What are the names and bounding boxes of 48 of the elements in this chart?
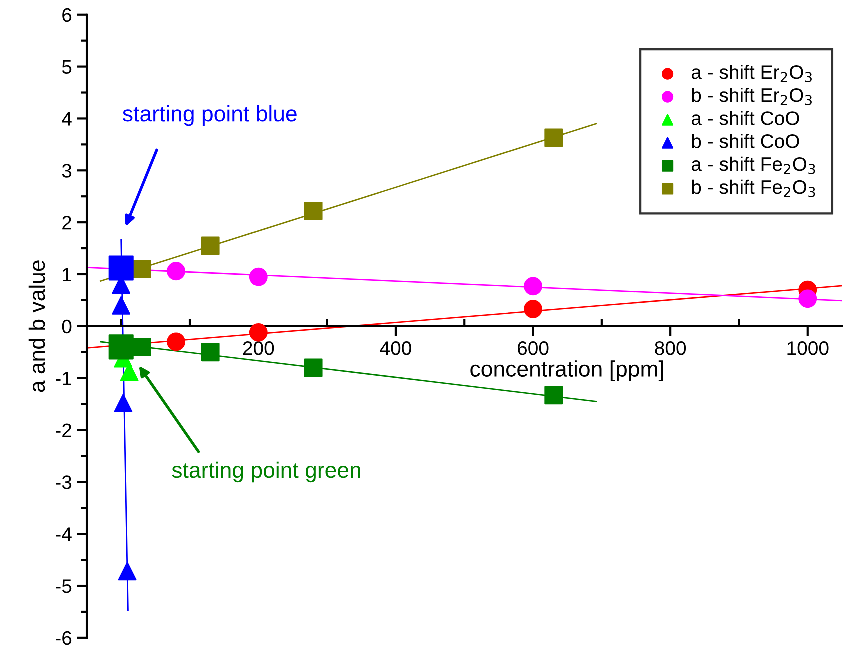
y-tick-label: 2 [62,216,72,230]
point [114,394,133,412]
point [798,290,818,308]
annotation: starting point green [172,462,360,483]
point [201,236,220,256]
x-tick-label: 600 [518,342,549,356]
legend-label: b - shift CoO [692,134,800,148]
y-tick-label: 4 [62,112,72,126]
y-tick-label: -6 [56,631,72,646]
legend-label: b - shift Fe$_{2}$O$_{3}$ [692,180,816,198]
y-tick-label: -3 [56,476,72,490]
point [118,562,137,581]
point [544,386,564,405]
legend-label: a - shift Fe$_{2}$O$_{3}$ [692,156,816,174]
point [108,256,134,281]
point [167,332,186,352]
y-tick-label: 6 [62,8,72,22]
annotation: starting point blue [123,105,297,126]
point [524,300,542,318]
point [304,202,323,220]
y-tick-label: -5 [56,580,72,594]
y-tick-label: -2 [56,424,72,438]
point [132,338,152,356]
point [167,262,186,281]
point [108,334,134,360]
x-axis-title: concentration [ppm] [470,360,664,382]
y-tick-label: 5 [62,60,72,74]
legend-label: a - shift CoO [692,111,800,126]
point [132,260,152,278]
y-tick-label: -1 [56,372,72,386]
y-tick-label: 1 [63,268,72,282]
x-tick-label: 400 [380,342,412,356]
x-tick-label: 1000 [788,342,829,356]
y-tick-label: 0 [62,320,72,334]
point [112,296,131,315]
y-axis-title: a and b value [28,260,46,392]
legend-label: b - shift Er$_{2}$O$_{3}$ [692,88,812,106]
point [201,343,220,362]
point [249,268,268,286]
y-tick-label: -4 [56,528,72,542]
point [544,128,564,148]
legend-label: a - shift Er$_{2}$O$_{3}$ [692,64,812,82]
point [304,358,323,378]
x-tick-label: 200 [243,342,274,356]
y-tick-label: 3 [62,164,72,178]
x-tick-label: 800 [655,342,686,356]
point [249,323,268,342]
point [524,277,542,296]
